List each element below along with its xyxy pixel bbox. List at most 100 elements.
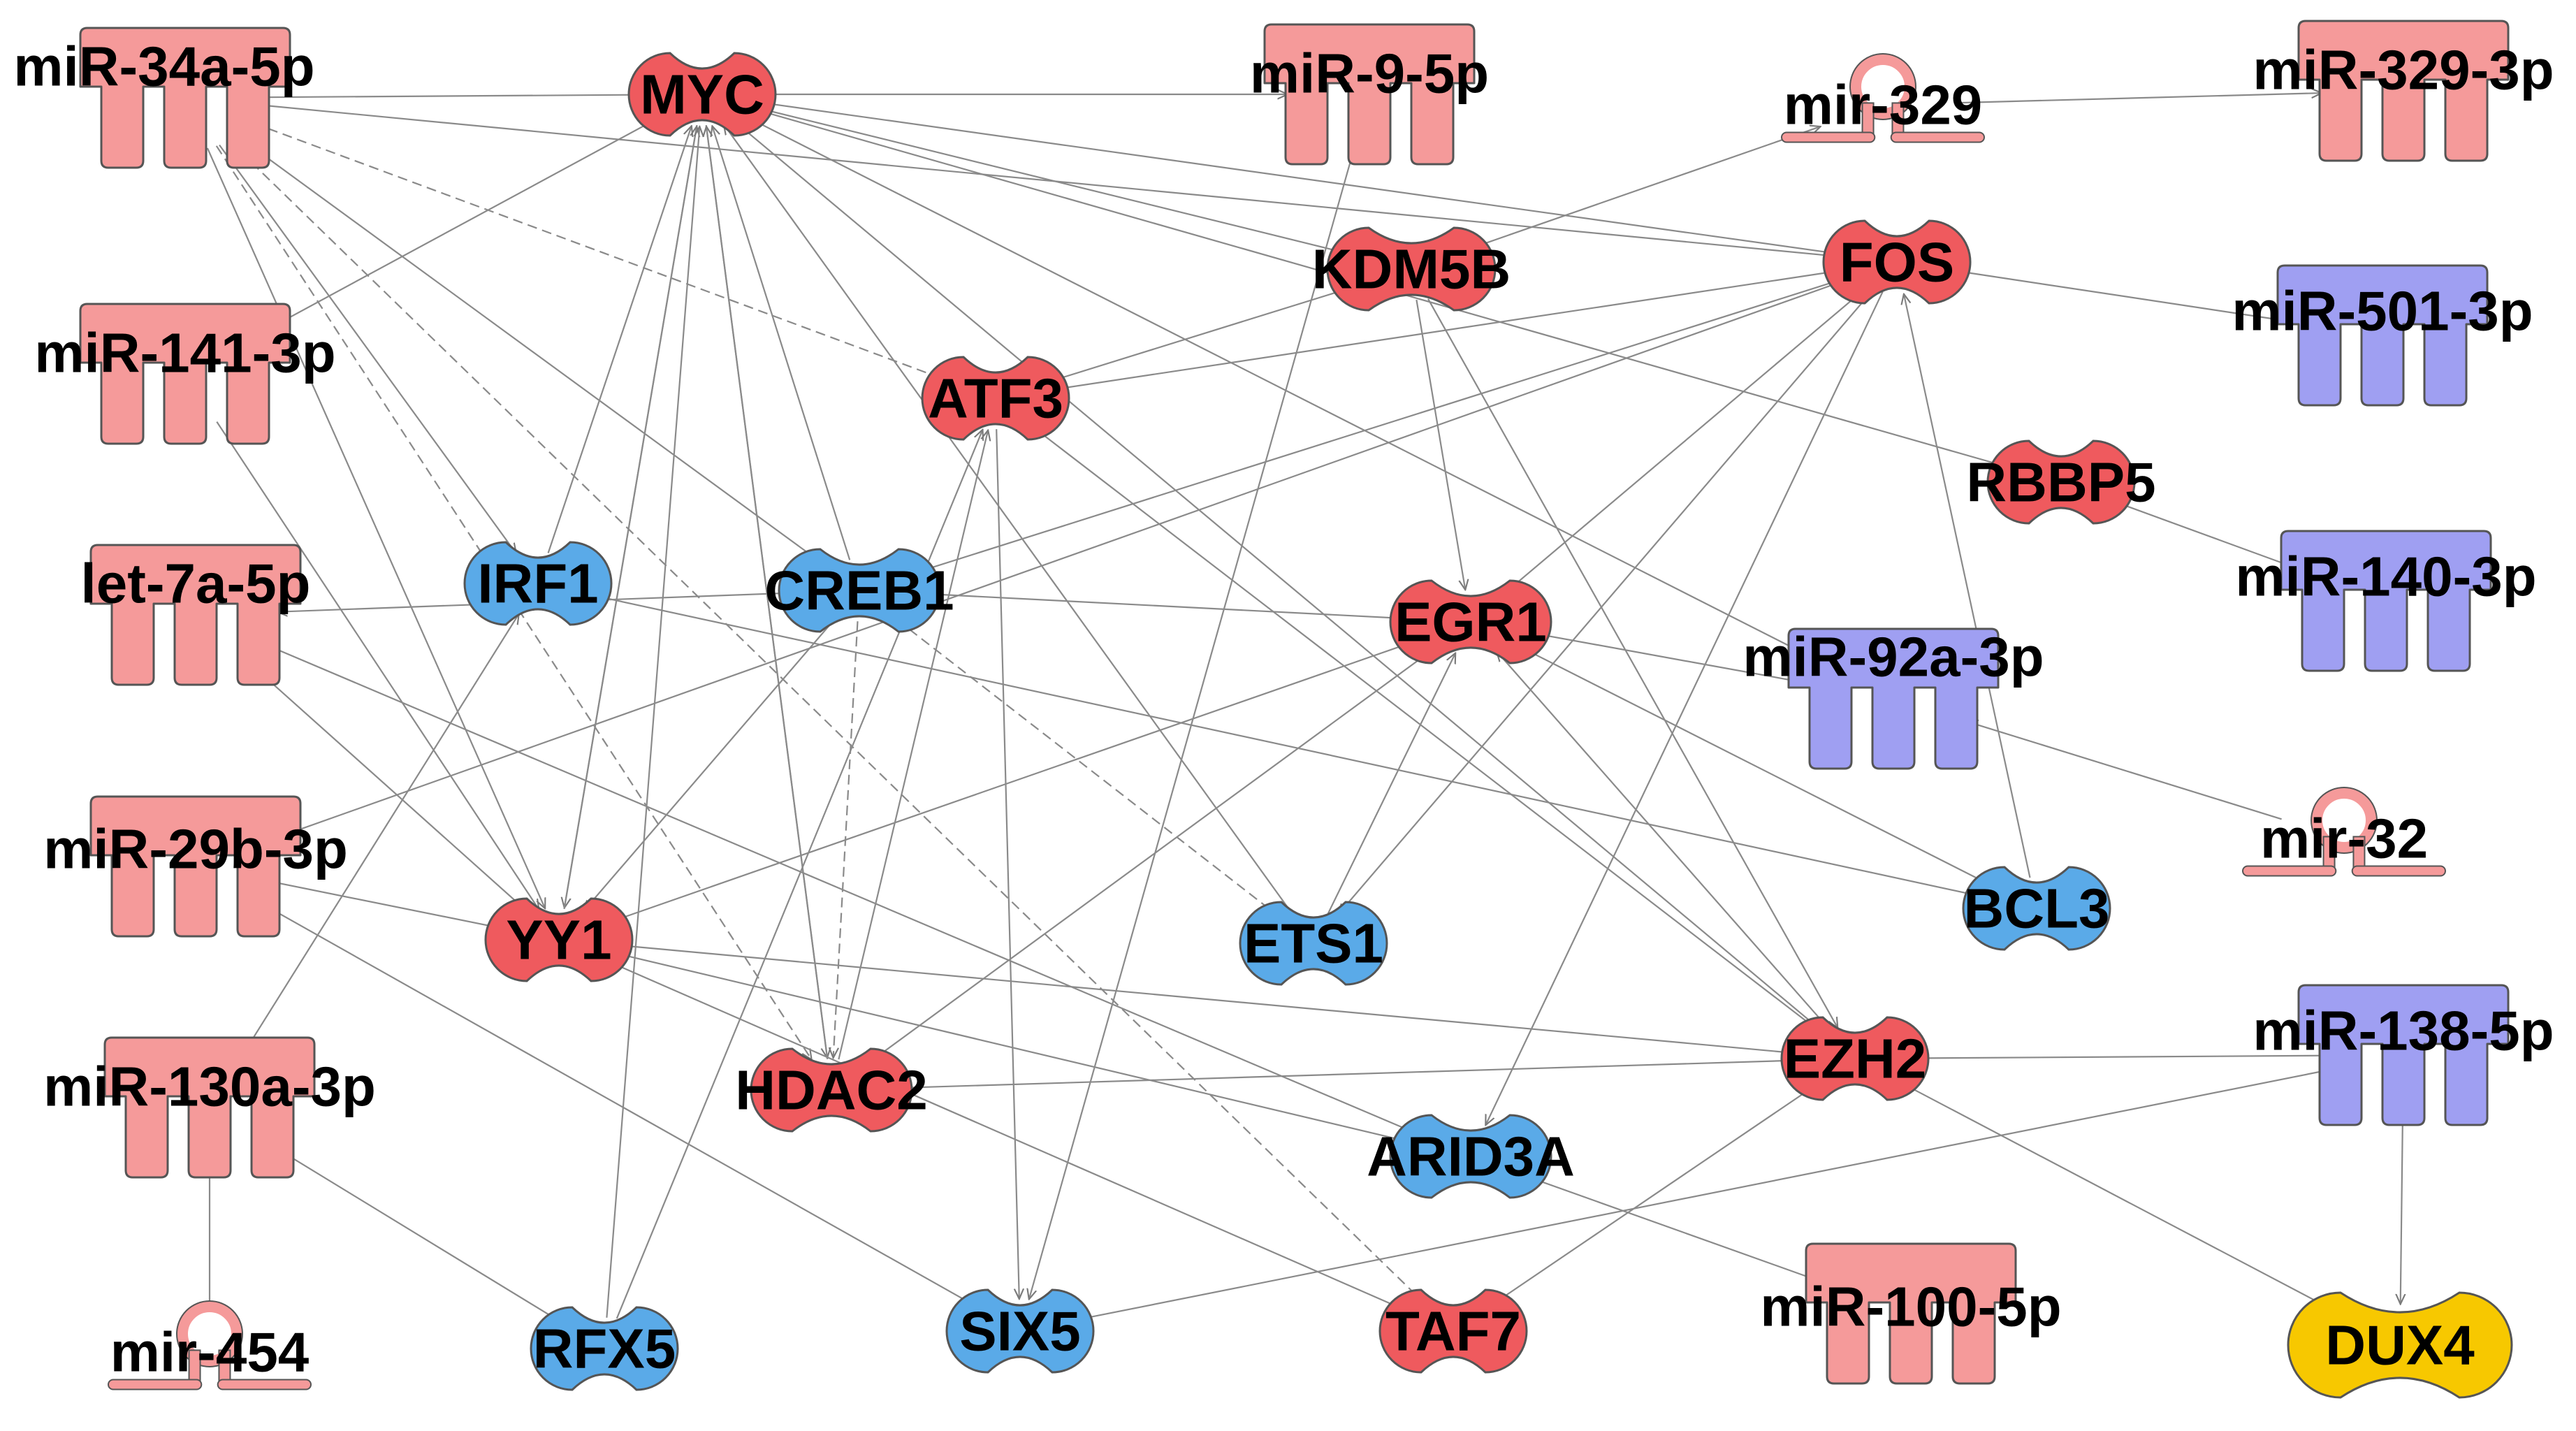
node-rbbp5[interactable]: RBBP5 xyxy=(1966,440,2156,525)
node-label: IRF1 xyxy=(477,553,598,615)
node-mir140[interactable]: miR-140-3p xyxy=(2235,530,2537,672)
mirna-mature-shape xyxy=(1787,627,2000,770)
node-mir100[interactable]: miR-100-5p xyxy=(1760,1242,2062,1385)
edge-mir130a-to-rfx5 xyxy=(267,1142,566,1325)
node-arid3a[interactable]: ARID3A xyxy=(1367,1114,1575,1199)
mirna-mature-shape xyxy=(89,544,302,686)
gene-shape xyxy=(1378,1288,1528,1374)
node-bcl3[interactable]: BCL3 xyxy=(1962,866,2111,951)
edge-creb1-to-myc xyxy=(712,126,851,560)
gene-shape xyxy=(921,356,1070,441)
node-mir141[interactable]: miR-141-3p xyxy=(34,303,336,445)
hairpin-arm xyxy=(1781,131,1876,143)
node-creb1[interactable]: CREB1 xyxy=(764,548,954,633)
edge-mir501-to-fos xyxy=(1952,270,2306,325)
mirna-mature-shape xyxy=(2297,20,2510,162)
edge-mir34a-to-taf7 xyxy=(228,140,1425,1303)
edge-creb1-to-fos xyxy=(910,278,1847,575)
node-irf1[interactable]: IRF1 xyxy=(463,541,613,626)
edge-mir34a-to-yy1 xyxy=(206,147,545,908)
node-mir29b[interactable]: miR-29b-3p xyxy=(43,795,348,938)
mirna-mature-shape xyxy=(1263,23,1476,166)
node-dux4[interactable]: DUX4 xyxy=(2287,1291,2513,1399)
edge-kdm5b-to-ezh2 xyxy=(1427,298,1838,1028)
edge-kdm5b-to-mir329 xyxy=(1462,126,1821,252)
node-mir329[interactable]: mir-329 xyxy=(1781,53,1985,143)
node-label: mir-329 xyxy=(1784,74,1983,136)
gene-shape xyxy=(1239,901,1388,986)
node-label: ETS1 xyxy=(1244,913,1383,975)
edge-bcl3-to-fos xyxy=(1904,294,2031,878)
node-mir34a[interactable]: miR-34a-5p xyxy=(13,27,315,169)
edge-ezh2-to-dux4 xyxy=(1894,1079,2342,1314)
edge-ezh2-to-egr1 xyxy=(1497,651,1831,1032)
mirna-mature-shape xyxy=(2280,530,2492,672)
node-rfx5[interactable]: RFX5 xyxy=(530,1306,679,1391)
node-kdm5b[interactable]: KDM5B xyxy=(1312,226,1511,312)
node-mir454[interactable]: mir-454 xyxy=(108,1300,312,1390)
node-label: ATF3 xyxy=(928,368,1063,430)
node-mir92a[interactable]: miR-92a-3p xyxy=(1742,626,2044,770)
edge-mir29b-to-six5 xyxy=(255,899,980,1308)
node-label: YY1 xyxy=(506,909,611,971)
node-egr1[interactable]: EGR1 xyxy=(1389,579,1552,664)
node-label: miR-9-5p xyxy=(1250,43,1489,105)
gene-shape xyxy=(2287,1291,2513,1399)
edge-let7a-to-arid3a xyxy=(261,642,1422,1135)
node-myc[interactable]: MYC xyxy=(627,52,777,137)
node-ezh2[interactable]: EZH2 xyxy=(1780,1016,1930,1101)
edge-yy1-to-arid3a xyxy=(609,951,1414,1143)
edge-ets1-to-myc xyxy=(724,124,1294,915)
node-yy1[interactable]: YY1 xyxy=(484,897,634,982)
node-taf7[interactable]: TAF7 xyxy=(1378,1288,1528,1374)
edge-ets1-to-creb1 xyxy=(894,617,1282,919)
edge-yy1-to-egr1 xyxy=(605,640,1419,924)
edge-yy1-to-taf7 xyxy=(602,958,1408,1312)
edge-mir138-to-six5 xyxy=(1074,1069,2329,1321)
node-label: miR-501-3p xyxy=(2232,280,2533,342)
edge-atf3-to-six5 xyxy=(996,429,1019,1299)
edge-kdm5b-to-atf3 xyxy=(1046,284,1359,383)
gene-shape xyxy=(1389,1114,1552,1199)
edge-mir329-to-mir329_3p xyxy=(1958,93,2322,104)
node-let7a[interactable]: let-7a-5p xyxy=(81,544,311,686)
hairpin-loop xyxy=(1850,54,1916,119)
edge-mir138-to-dux4 xyxy=(2401,1107,2403,1305)
edge-mir34a-to-myc xyxy=(263,95,646,98)
mirna-mature-shape xyxy=(79,27,291,169)
edge-mir32-to-mir92a xyxy=(1967,722,2282,820)
gene-shape xyxy=(1822,219,1972,305)
hairpin-loop-outline xyxy=(1849,53,1916,120)
edge-kdm5b-to-egr1 xyxy=(1416,299,1465,590)
edge-mir130a-to-irf1 xyxy=(239,613,518,1060)
edge-ezh2-to-atf3 xyxy=(1029,424,1824,1035)
node-fos[interactable]: FOS xyxy=(1822,219,1972,305)
node-mir501[interactable]: miR-501-3p xyxy=(2232,264,2533,407)
node-six5[interactable]: SIX5 xyxy=(945,1288,1095,1374)
hairpin-arm xyxy=(108,1379,203,1390)
node-mir329_3p[interactable]: miR-329-3p xyxy=(2253,20,2554,162)
node-mir138[interactable]: miR-138-5p xyxy=(2253,984,2554,1126)
node-label: RBBP5 xyxy=(1966,451,2155,514)
edge-mir29b-to-fos xyxy=(264,279,1849,843)
edge-mir29b-to-yy1 xyxy=(270,880,505,929)
edge-creb1-to-egr1 xyxy=(919,593,1409,618)
node-hdac2[interactable]: HDAC2 xyxy=(735,1047,928,1133)
edge-hdac2-to-atf3 xyxy=(838,430,988,1060)
gene-shape xyxy=(1389,579,1552,664)
edge-irf1-to-myc xyxy=(547,126,692,553)
node-mir32[interactable]: mir-32 xyxy=(2242,787,2446,877)
node-label: mir-32 xyxy=(2260,808,2428,870)
node-atf3[interactable]: ATF3 xyxy=(921,356,1070,441)
edge-hdac2-to-egr1 xyxy=(865,648,1435,1066)
node-label: miR-29b-3p xyxy=(43,818,348,880)
node-label: BCL3 xyxy=(1964,878,2110,940)
node-ets1[interactable]: ETS1 xyxy=(1239,901,1388,986)
node-label: miR-34a-5p xyxy=(13,36,314,98)
edge-mir100-to-arid3a xyxy=(1522,1175,1842,1290)
edge-fos-to-arid3a xyxy=(1485,291,1884,1126)
edge-bcl3-to-egr1 xyxy=(1515,644,1996,889)
node-mir130a[interactable]: miR-130a-3p xyxy=(43,1036,376,1179)
node-mir9[interactable]: miR-9-5p xyxy=(1250,23,1489,166)
